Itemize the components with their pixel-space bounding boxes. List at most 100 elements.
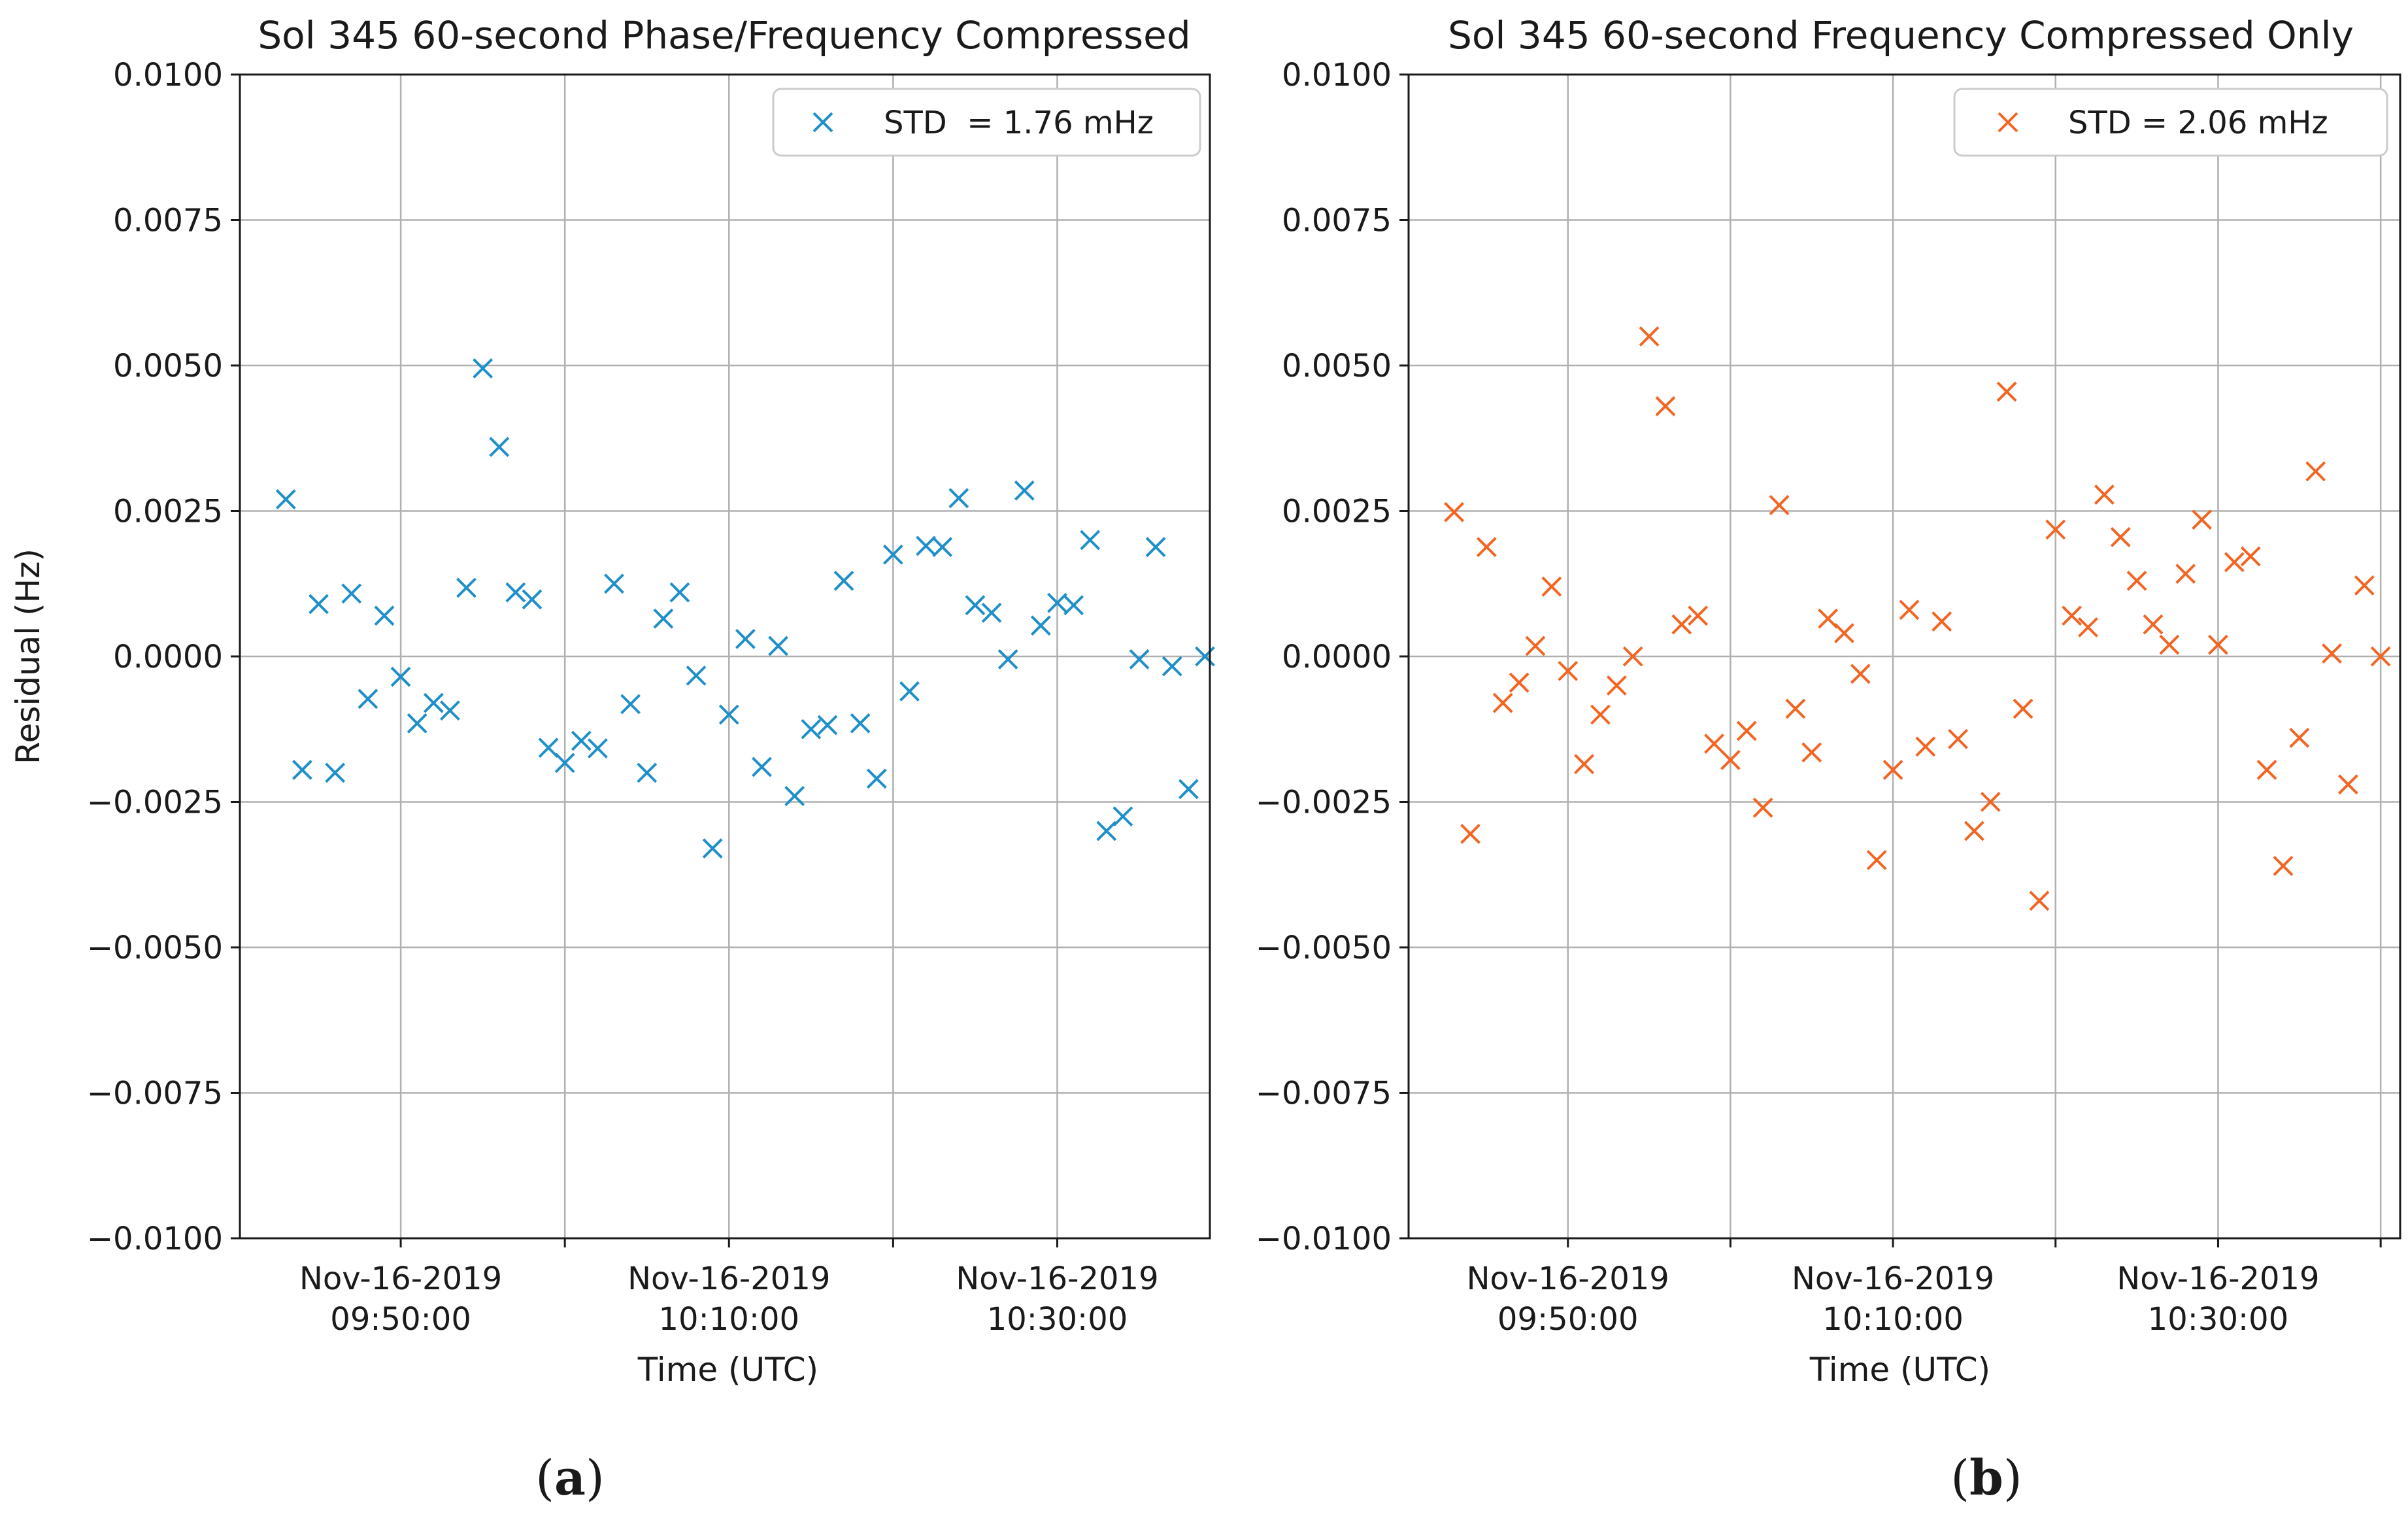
x-tick-label-time: 09:50:00 [330,1301,471,1338]
data-point [1112,806,1133,827]
data-point [882,544,903,565]
data-point [1129,649,1150,669]
legend-box [772,88,1201,157]
y-tick-label: −0.0025 [1256,785,1392,821]
axis-ticks: 0.0100 0.0075 0.0050 0.0025 0.0000 −0.0025 −0.… [1256,57,2382,1338]
x-tick-label-date: Nov-16-2019 [299,1261,502,1297]
data-point [390,666,411,687]
chart-title: Sol 345 60-second Frequency Compressed O… [1448,13,2354,58]
data-point [965,595,986,616]
y-tick-label: −0.0025 [87,785,223,821]
data-point [554,753,575,773]
data-point [948,488,969,509]
data-point [2094,484,2115,505]
data-point [752,756,772,777]
data-point [2322,643,2342,664]
data-point [1606,675,1627,696]
data-point [916,535,937,556]
data-point [538,737,559,758]
data-point [1162,656,1182,677]
data-point [1671,614,1692,635]
x-tick-label-time: 10:10:00 [658,1301,799,1338]
data-point [456,577,477,598]
data-point [358,688,378,709]
data-points [1444,326,2391,911]
data-point [833,570,854,591]
data-point [784,786,805,807]
data-point [1509,672,1530,693]
data-point [1639,326,1660,347]
data-point [2208,634,2228,655]
data-point [1915,736,1936,757]
data-point [1096,821,1117,841]
data-point [1030,615,1051,636]
data-point [2029,890,2050,911]
data-point [505,582,526,603]
y-tick-label: 0.0050 [113,348,223,384]
data-point [1688,605,1709,626]
data-point [1178,779,1199,800]
data-point [522,589,543,610]
data-point [1834,622,1854,643]
data-point [981,602,1002,623]
data-point [653,608,674,629]
data-point [1964,821,1984,841]
data-point [1525,635,1546,656]
y-tick-label: −0.0100 [87,1221,223,1257]
data-point [2062,605,2082,626]
x-axis-label: Time (UTC) [637,1351,818,1389]
data-point [932,537,953,558]
data-point [1818,608,1839,629]
data-point [1720,750,1741,770]
data-point [2305,461,2326,482]
data-point [1047,592,1067,613]
data-point [2256,760,2277,780]
y-tick-label: 0.0025 [113,494,223,530]
data-point [1948,728,1968,749]
data-point [2110,527,2131,547]
data-point [1590,704,1611,725]
data-point [275,489,296,510]
y-tick-label: −0.0075 [1256,1075,1392,1112]
data-point [768,635,789,656]
y-tick-label: 0.0075 [1282,203,1392,239]
y-tick-label: −0.0050 [1256,930,1392,966]
data-point [2273,855,2294,876]
legend: STD = 1.76 mHz [772,88,1201,157]
data-point [1850,664,1871,685]
data-point [439,700,460,721]
data-point [2126,570,2147,591]
legend-label: STD = 2.06 mHz [2068,105,2328,141]
grid [1409,75,2400,1238]
data-point [801,719,822,739]
data-point [1063,595,1084,616]
data-point [1801,742,1822,763]
legend-label: STD = 1.76 mHz [884,105,1154,141]
data-point [2045,519,2066,540]
data-point [2013,698,2033,719]
y-tick-label: 0.0075 [113,203,223,239]
data-point [1558,660,1579,681]
y-tick-label: 0.0100 [1282,57,1392,93]
grid [240,75,1210,1238]
x-tick-label-time: 10:10:00 [1822,1301,1964,1338]
data-point [735,628,756,649]
caption-b: (b) [1950,1450,2022,1506]
data-point [2159,634,2180,655]
legend: STD = 2.06 mHz [1953,88,2388,157]
data-point [702,838,723,859]
data-point [374,605,395,626]
caption-a: (a) [535,1450,605,1506]
legend-box [1953,88,2388,157]
data-point [489,437,510,458]
data-point [1541,576,1562,597]
data-point [341,583,362,604]
data-point [1752,797,1773,818]
data-point [2192,509,2213,530]
data-point [2370,646,2391,667]
data-point [1655,396,1676,416]
y-tick-label: 0.0000 [113,639,223,675]
data-point [1460,824,1480,844]
data-point [1769,495,1790,516]
